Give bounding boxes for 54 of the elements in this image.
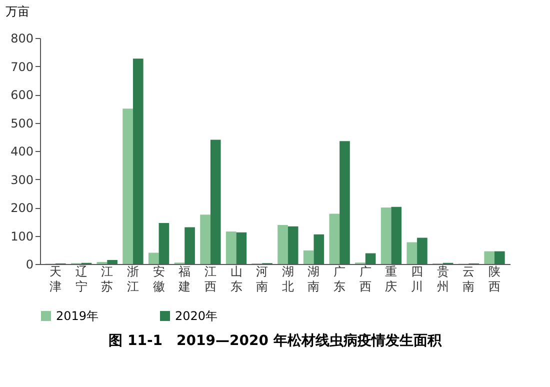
bar bbox=[184, 227, 195, 264]
y-tick-label: 400 bbox=[10, 144, 34, 158]
x-tick-label: 江苏 bbox=[101, 264, 114, 294]
x-tick-label: 湖北 bbox=[282, 264, 294, 294]
bar bbox=[391, 206, 402, 264]
y-tick-label: 500 bbox=[10, 116, 34, 130]
bar bbox=[288, 226, 298, 264]
x-tick-label: 辽宁 bbox=[75, 264, 88, 294]
bar bbox=[406, 242, 418, 264]
x-tick-label: 安徽 bbox=[152, 264, 165, 294]
bar bbox=[122, 108, 133, 264]
x-tick-label: 山东 bbox=[230, 264, 242, 294]
x-tick-label: 天津 bbox=[49, 264, 62, 294]
bar bbox=[278, 225, 288, 264]
bar bbox=[365, 253, 376, 264]
y-tick-label: 800 bbox=[10, 32, 34, 46]
y-tick-label: 600 bbox=[10, 88, 34, 102]
x-tick-label: 陕西 bbox=[488, 264, 501, 294]
x-tick-label: 河南 bbox=[256, 264, 268, 294]
x-tick-label: 江西 bbox=[204, 264, 216, 294]
y-tick-label: 300 bbox=[10, 172, 34, 187]
x-tick-label: 福建 bbox=[178, 264, 191, 294]
y-tick-label: 200 bbox=[10, 201, 34, 215]
bar bbox=[226, 232, 236, 264]
x-tick-label: 浙江 bbox=[126, 264, 139, 294]
x-tick-label: 四川 bbox=[411, 264, 424, 294]
legend-label: 2020年 bbox=[175, 309, 218, 323]
bar bbox=[329, 214, 340, 264]
bar bbox=[417, 238, 428, 264]
x-tick-label: 湖南 bbox=[308, 264, 320, 294]
bar bbox=[200, 214, 210, 264]
bar bbox=[314, 234, 324, 264]
bar bbox=[158, 223, 170, 264]
y-tick-label: 700 bbox=[10, 60, 34, 74]
bar bbox=[340, 141, 350, 264]
bar bbox=[484, 251, 495, 264]
x-tick-label: 云南 bbox=[462, 264, 475, 294]
y-tick-label: 100 bbox=[10, 229, 34, 244]
bar bbox=[380, 208, 392, 264]
legend-label: 2019年 bbox=[56, 309, 99, 323]
x-tick-label: 重庆 bbox=[385, 264, 398, 294]
bar bbox=[107, 260, 118, 264]
bar bbox=[494, 251, 505, 264]
y-tick-label: 0 bbox=[26, 258, 34, 272]
x-tick-label: 广西 bbox=[359, 264, 372, 294]
bar bbox=[148, 252, 159, 264]
bar bbox=[236, 232, 247, 264]
y-axis-title: 万亩 bbox=[6, 4, 30, 18]
bar bbox=[132, 58, 144, 264]
text: 图 11-1 2019—2020 年松材线虫病疫情发生面积 bbox=[108, 332, 442, 349]
x-tick-label: 贵州 bbox=[436, 264, 449, 294]
x-tick-label: 广东 bbox=[334, 264, 346, 294]
bar bbox=[303, 250, 314, 264]
bar bbox=[210, 140, 221, 264]
